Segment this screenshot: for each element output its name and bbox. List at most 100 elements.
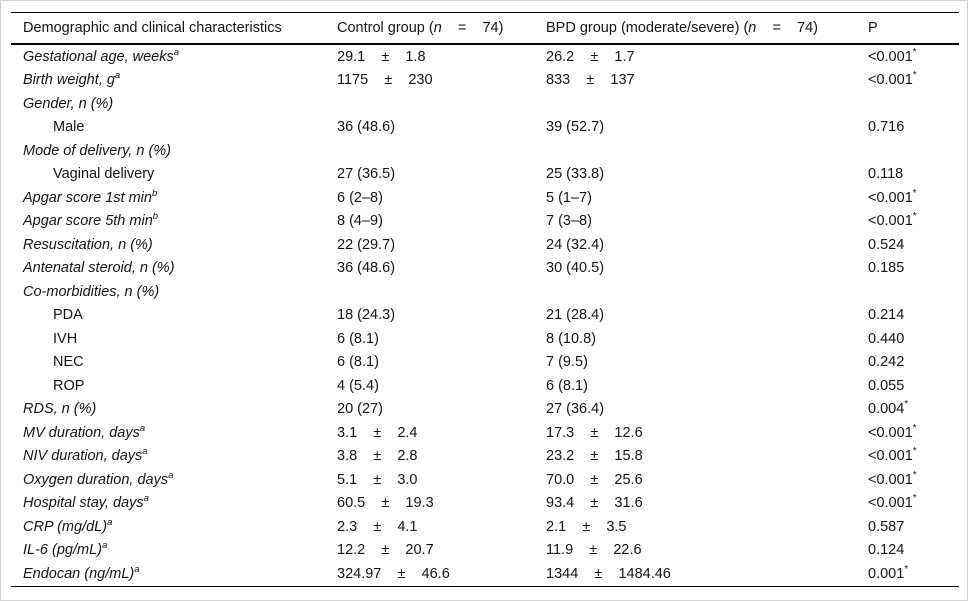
table-row: NEC 6 (8.1) 7 (9.5) 0.242 (11, 351, 959, 375)
bpd-value (546, 92, 868, 116)
row-label: Gender, n (%) (23, 95, 114, 112)
p-value: <0.001* (868, 422, 917, 441)
p-value: 0.440 (868, 330, 905, 347)
col-header-control-group: Control group (n = 74) (337, 12, 546, 45)
table-row: Endocan (ng/mL)a 324.97 ± 46.6 1344 ± 14… (11, 562, 959, 586)
bpd-value: 30 (40.5) (546, 260, 605, 277)
bpd-value (546, 139, 868, 163)
p-value: 0.055 (868, 377, 905, 394)
p-value: <0.001* (868, 46, 917, 65)
p-value: <0.001* (868, 211, 917, 230)
bpd-value: 26.2 ± 1.7 (546, 48, 635, 65)
significance-star: * (912, 70, 917, 82)
row-label: Endocan (ng/mL) (23, 565, 135, 582)
italic-n: n (748, 20, 757, 36)
p-value: 0.118 (868, 166, 904, 183)
bpd-value: 23.2 ± 15.8 (546, 448, 643, 465)
bpd-value: 7 (3–8) (546, 213, 592, 230)
table-row: MV duration, daysa 3.1 ± 2.4 17.3 ± 12.6… (11, 421, 959, 445)
control-value: 36 (48.6) (337, 119, 396, 136)
p-value: 0.524 (868, 236, 905, 253)
footnote-marker: a (142, 446, 148, 458)
control-value (337, 92, 546, 116)
row-label: NEC (53, 354, 84, 371)
p-value (868, 280, 959, 304)
row-label: Apgar score 1st min (23, 189, 152, 206)
bpd-value: 93.4 ± 31.6 (546, 495, 643, 512)
table-row: Birth weight, ga 1175 ± 230 833 ± 137 <0… (11, 69, 959, 93)
row-label: Gestational age, weeks (23, 48, 174, 65)
row-label: ROP (53, 377, 85, 394)
control-value: 1175 ± 230 (337, 72, 433, 89)
footnote-marker: a (101, 540, 108, 552)
table-row: Vaginal delivery 27 (36.5) 25 (33.8) 0.1… (11, 163, 959, 187)
control-value: 5.1 ± 3.0 (337, 471, 418, 488)
p-value: <0.001* (868, 70, 917, 89)
bpd-value: 1344 ± 1484.46 (546, 565, 671, 582)
footnote-marker: a (107, 516, 113, 528)
footnote-marker: a (168, 469, 174, 481)
control-value: 20 (27) (337, 401, 383, 418)
control-value: 22 (29.7) (337, 236, 396, 253)
control-value: 4 (5.4) (337, 377, 379, 394)
table-row: Antenatal steroid, n (%) 36 (48.6) 30 (4… (11, 257, 959, 281)
row-label: Antenatal steroid, n (%) (23, 260, 175, 277)
table-row: Apgar score 1st minb 6 (2–8) 5 (1–7) <0.… (11, 186, 959, 210)
table-row: Gestational age, weeksa 29.1 ± 1.8 26.2 … (11, 44, 959, 69)
bpd-value: 833 ± 137 (546, 72, 635, 89)
bpd-value: 2.1 ± 3.5 (546, 518, 627, 535)
p-value: <0.001* (868, 469, 917, 488)
p-value: 0.185 (868, 260, 905, 277)
control-value: 3.8 ± 2.8 (337, 448, 418, 465)
p-value: 0.242 (868, 354, 905, 371)
bpd-value: 5 (1–7) (546, 189, 592, 206)
control-value: 12.2 ± 20.7 (337, 542, 434, 559)
control-value (337, 280, 546, 304)
significance-star: * (912, 211, 917, 223)
table-row: RDS, n (%) 20 (27) 27 (36.4) 0.004* (11, 398, 959, 422)
control-value: 29.1 ± 1.8 (337, 48, 426, 65)
control-value: 8 (4–9) (337, 213, 383, 230)
bpd-value: 39 (52.7) (546, 119, 605, 136)
control-value: 6 (2–8) (337, 189, 383, 206)
row-label: Birth weight, g (23, 72, 115, 89)
row-label: IVH (53, 330, 78, 347)
footnote-marker: a (114, 70, 121, 82)
p-value: 0.716 (868, 119, 905, 136)
table-row: Apgar score 5th minb 8 (4–9) 7 (3–8) <0.… (11, 210, 959, 234)
table-header-row: Demographic and clinical characteristics… (11, 12, 959, 45)
significance-star: * (912, 469, 917, 481)
significance-star: * (912, 46, 917, 58)
col-header-bpd-group: BPD group (moderate/severe) (n = 74) (546, 12, 868, 45)
col-header-p-value: P (868, 12, 959, 45)
table-row: Gender, n (%) (11, 92, 959, 116)
table-row: ROP 4 (5.4) 6 (8.1) 0.055 (11, 374, 959, 398)
col-header-characteristics: Demographic and clinical characteristics (11, 12, 337, 45)
bpd-value: 70.0 ± 25.6 (546, 471, 643, 488)
table-row: Male 36 (48.6) 39 (52.7) 0.716 (11, 116, 959, 140)
control-value (337, 139, 546, 163)
control-value: 60.5 ± 19.3 (337, 495, 434, 512)
significance-star: * (904, 399, 909, 411)
row-label: Resuscitation, n (%) (23, 236, 153, 253)
table-row: IL-6 (pg/mL)a 12.2 ± 20.7 11.9 ± 22.6 0.… (11, 539, 959, 563)
row-label: Apgar score 5th min (23, 213, 153, 230)
table-row: Mode of delivery, n (%) (11, 139, 959, 163)
control-value: 18 (24.3) (337, 307, 396, 324)
row-label: RDS, n (%) (23, 401, 97, 418)
bpd-value: 21 (28.4) (546, 307, 605, 324)
table-row: CRP (mg/dL)a 2.3 ± 4.1 2.1 ± 3.5 0.587 (11, 515, 959, 539)
p-value: 0.214 (868, 307, 905, 324)
p-value (868, 92, 959, 116)
p-value: 0.004* (868, 399, 909, 418)
row-label: Male (53, 119, 85, 136)
table-row: Oxygen duration, daysa 5.1 ± 3.0 70.0 ± … (11, 468, 959, 492)
table-row: PDA 18 (24.3) 21 (28.4) 0.214 (11, 304, 959, 328)
control-value: 36 (48.6) (337, 260, 396, 277)
control-value: 324.97 ± 46.6 (337, 565, 450, 582)
row-label: IL-6 (pg/mL) (23, 542, 102, 559)
table-row: NIV duration, daysa 3.8 ± 2.8 23.2 ± 15.… (11, 445, 959, 469)
p-value: <0.001* (868, 493, 917, 512)
row-label: NIV duration, days (23, 448, 143, 465)
